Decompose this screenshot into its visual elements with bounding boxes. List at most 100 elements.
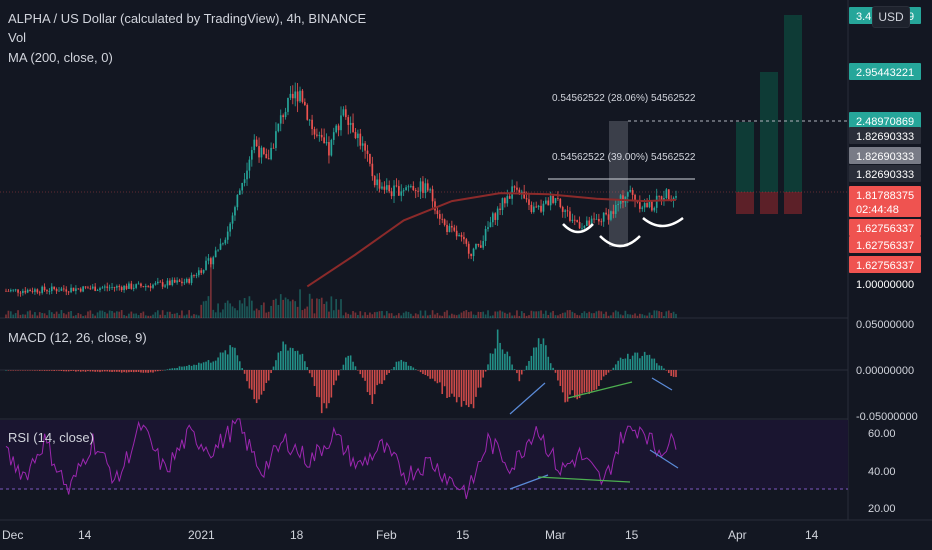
candle-body[interactable]: [460, 234, 463, 237]
candle-body[interactable]: [545, 200, 547, 204]
macd-bar[interactable]: [622, 358, 624, 370]
macd-bar[interactable]: [586, 370, 588, 393]
macd-bar[interactable]: [595, 370, 598, 390]
macd-bar[interactable]: [287, 350, 289, 370]
candle-body[interactable]: [663, 198, 665, 200]
macd-bar[interactable]: [443, 370, 446, 387]
macd-bar[interactable]: [29, 370, 31, 371]
candle-body[interactable]: [559, 198, 562, 208]
candle-body[interactable]: [318, 134, 321, 136]
candle-body[interactable]: [173, 279, 176, 283]
candle-body[interactable]: [84, 286, 87, 288]
macd-bar[interactable]: [489, 353, 492, 370]
macd-bar[interactable]: [142, 370, 145, 373]
candle-body[interactable]: [289, 93, 292, 98]
candle-body[interactable]: [506, 196, 509, 204]
candle-body[interactable]: [535, 206, 538, 208]
candle-body[interactable]: [200, 270, 203, 273]
candle-body[interactable]: [470, 253, 472, 257]
macd-bar[interactable]: [77, 370, 80, 372]
candle-body[interactable]: [140, 283, 142, 287]
candle-body[interactable]: [38, 292, 41, 294]
candle-body[interactable]: [120, 287, 123, 291]
candle-body[interactable]: [590, 218, 593, 226]
macd-bar[interactable]: [128, 370, 130, 373]
macd-bar[interactable]: [407, 365, 410, 370]
macd-bar[interactable]: [270, 370, 272, 374]
macd-bar[interactable]: [508, 356, 511, 370]
macd-bar[interactable]: [212, 361, 215, 370]
macd-bar[interactable]: [279, 351, 282, 370]
candle-body[interactable]: [499, 208, 501, 210]
candle-body[interactable]: [205, 260, 207, 270]
candle-body[interactable]: [405, 187, 407, 191]
candle-body[interactable]: [648, 201, 651, 208]
candle-body[interactable]: [675, 196, 677, 198]
candle-body[interactable]: [178, 280, 181, 282]
macd-bar[interactable]: [513, 369, 516, 370]
candle-body[interactable]: [161, 282, 164, 287]
time-axis[interactable]: Dec 14 2021 18 Feb 15 Mar 15 Apr 14: [2, 528, 819, 542]
candle-body[interactable]: [210, 258, 212, 265]
candle-body[interactable]: [585, 220, 588, 226]
macd-bar[interactable]: [173, 368, 176, 370]
candle-body[interactable]: [229, 223, 231, 232]
candle-body[interactable]: [217, 249, 219, 251]
candle-body[interactable]: [443, 219, 446, 225]
macd-bar[interactable]: [451, 370, 453, 394]
candle-body[interactable]: [53, 286, 56, 290]
macd-bar[interactable]: [542, 338, 545, 370]
candle-body[interactable]: [58, 290, 60, 292]
candle-body[interactable]: [48, 291, 51, 292]
candle-body[interactable]: [253, 139, 256, 151]
macd-bar[interactable]: [475, 370, 477, 397]
candle-body[interactable]: [429, 189, 432, 191]
candle-body[interactable]: [70, 287, 72, 293]
candle-body[interactable]: [475, 243, 477, 249]
macd-bar[interactable]: [518, 370, 521, 382]
macd-bar[interactable]: [231, 347, 234, 370]
macd-bar[interactable]: [378, 370, 381, 384]
macd-bar[interactable]: [50, 370, 53, 371]
candle-body[interactable]: [265, 154, 268, 159]
candle-body[interactable]: [313, 129, 316, 135]
macd-bar[interactable]: [564, 370, 566, 403]
macd-bar[interactable]: [417, 370, 419, 371]
candle-body[interactable]: [458, 234, 460, 237]
macd-bar[interactable]: [41, 370, 43, 371]
candle-body[interactable]: [330, 139, 333, 156]
macd-bar[interactable]: [217, 357, 219, 370]
candle-body[interactable]: [111, 287, 113, 288]
macd-bar[interactable]: [552, 367, 554, 370]
macd-bar[interactable]: [648, 354, 651, 370]
candle-body[interactable]: [578, 221, 581, 229]
macd-bar[interactable]: [265, 370, 268, 384]
macd-bar[interactable]: [576, 370, 578, 400]
candle-body[interactable]: [231, 215, 234, 224]
candle-body[interactable]: [301, 90, 304, 102]
macd-bar[interactable]: [366, 370, 369, 393]
macd-bar[interactable]: [202, 362, 205, 370]
macd-bar[interactable]: [171, 368, 174, 370]
candle-body[interactable]: [17, 289, 19, 293]
macd-bar[interactable]: [38, 370, 41, 371]
macd-bar[interactable]: [7, 370, 10, 371]
candle-body[interactable]: [547, 200, 550, 206]
macd-bar[interactable]: [169, 368, 171, 370]
macd-bar[interactable]: [205, 361, 207, 370]
candle-body[interactable]: [612, 211, 615, 214]
macd-bar[interactable]: [393, 366, 395, 370]
macd-bar[interactable]: [157, 370, 159, 372]
macd-bar[interactable]: [458, 370, 460, 398]
macd-bar[interactable]: [482, 370, 484, 378]
macd-bar[interactable]: [446, 370, 448, 398]
candle-body[interactable]: [352, 122, 354, 133]
macd-bar[interactable]: [390, 369, 393, 370]
candle-body[interactable]: [22, 290, 24, 293]
macd-bar[interactable]: [369, 370, 371, 396]
candle-body[interactable]: [287, 97, 289, 112]
candle-body[interactable]: [646, 203, 648, 208]
macd-bar[interactable]: [26, 370, 29, 371]
macd-bar[interactable]: [429, 370, 431, 379]
candle-body[interactable]: [518, 189, 521, 194]
